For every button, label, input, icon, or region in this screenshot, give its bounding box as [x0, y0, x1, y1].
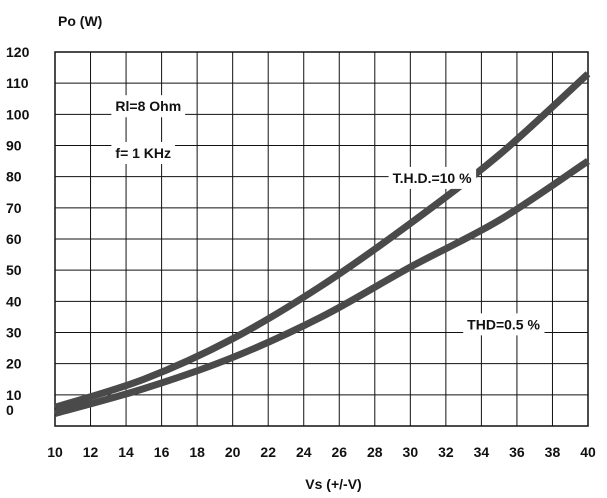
x-tick-label: 20: [225, 444, 241, 460]
series-layer: [53, 71, 591, 417]
y-tick-label: 70: [6, 200, 22, 216]
x-tick-label: 18: [189, 444, 205, 460]
x-tick-label: 36: [509, 444, 525, 460]
annotation-label: THD=0.5 %: [467, 316, 540, 332]
annotation-background: [111, 95, 186, 118]
y-tick-label: 30: [6, 325, 22, 341]
y-tick-label: 20: [6, 356, 22, 372]
annotation-label: T.H.D.=10 %: [393, 170, 473, 186]
x-tick-label: 22: [260, 444, 276, 460]
y-tick-label: 40: [6, 293, 22, 309]
y-tick-label: 120: [6, 44, 30, 60]
x-tick-label: 10: [47, 444, 63, 460]
annotation-layer: Rl=8 Ohm f= 1 KHz T.H.D.=10 % THD=0.5 %: [111, 95, 545, 336]
annotation-background: [463, 313, 545, 336]
x-tick-label: 14: [118, 444, 134, 460]
annotation-label: Rl=8 Ohm: [115, 98, 181, 114]
annotation-label: f= 1 KHz: [115, 145, 171, 161]
plot-frame: [54, 51, 589, 427]
x-tick-label: 16: [154, 444, 170, 460]
y-tick-label: 50: [6, 262, 22, 278]
y-tick-label: 90: [6, 138, 22, 154]
x-tick-label: 38: [545, 444, 561, 460]
y-tick-label: 110: [6, 75, 29, 91]
x-tick-label: 24: [296, 444, 312, 460]
x-tick-label: 30: [403, 444, 419, 460]
series-line-2: [54, 158, 590, 417]
x-tick-label: 26: [331, 444, 347, 460]
annotation-background: [111, 141, 176, 164]
annotation-background: [388, 166, 477, 189]
x-axis-title: Vs (+/-V): [305, 476, 361, 492]
x-tick-label: 40: [580, 444, 596, 460]
x-tick-label: 34: [474, 444, 490, 460]
series-line-1: [53, 71, 591, 411]
y-tick-label: 80: [6, 169, 22, 185]
x-tick-label: 28: [367, 444, 383, 460]
y-tick-label: 10: [6, 387, 22, 403]
x-tick-label: 12: [83, 444, 99, 460]
y-tick-label: 0: [6, 402, 14, 418]
y-tick-labels: 010 20 30 40 50 60 70 80 90 100 110 120: [6, 44, 30, 418]
x-tick-label: 32: [438, 444, 454, 460]
grid: [55, 52, 588, 426]
y-tick-label: 60: [6, 231, 22, 247]
y-tick-label: 100: [6, 106, 30, 122]
x-tick-labels: 10 12 14 16 18 20 22 24 26 28 30 32 34 36 38 40: [47, 444, 596, 460]
y-axis-title: Po (W): [58, 13, 102, 29]
